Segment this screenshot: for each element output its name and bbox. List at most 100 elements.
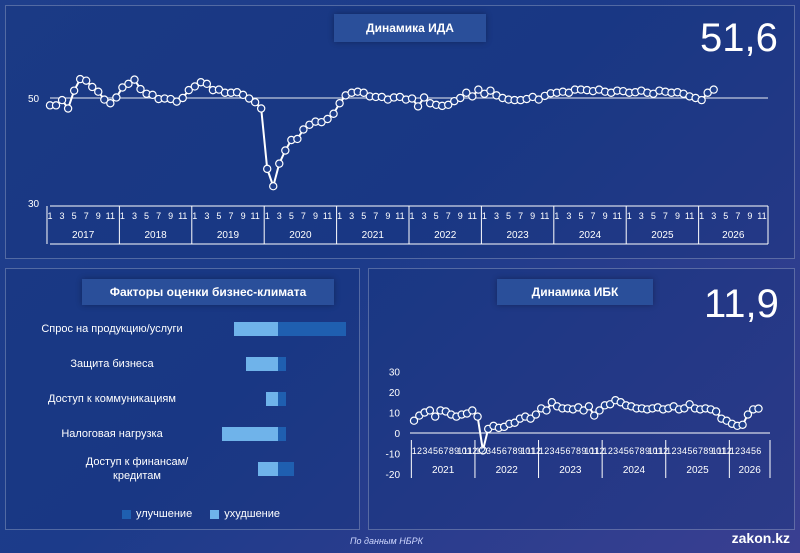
ida-data-point bbox=[106, 99, 115, 108]
ibk-year-label: 2022 bbox=[496, 465, 519, 476]
ida-month-tick-label: 9 bbox=[530, 211, 535, 221]
ibk-month-tick-label: 11 bbox=[590, 446, 599, 456]
ibk-month-tick-label: 4 bbox=[491, 446, 496, 456]
ida-data-point bbox=[281, 146, 290, 155]
ida-month-tick-label: 1 bbox=[120, 211, 125, 221]
ibk-month-tick-label: 1 bbox=[412, 446, 417, 456]
ida-month-tick-label: 3 bbox=[277, 211, 282, 221]
ibk-year-label: 2025 bbox=[686, 465, 709, 476]
ida-data-point bbox=[244, 94, 254, 103]
ibk-month-tick-label: 2 bbox=[671, 446, 676, 456]
ida-data-point bbox=[335, 99, 344, 108]
ida-month-tick-label: 3 bbox=[711, 211, 716, 221]
ida-year-label: 2023 bbox=[506, 230, 529, 241]
ida-month-tick-label: 9 bbox=[168, 211, 173, 221]
ida-month-tick-label: 1 bbox=[265, 211, 270, 221]
ida-data-point bbox=[94, 87, 103, 96]
ibk-year-label: 2021 bbox=[432, 465, 455, 476]
ibk-month-tick-label: 10 bbox=[648, 446, 658, 456]
ida-data-point bbox=[184, 85, 193, 95]
ibk-ytick-label: -20 bbox=[386, 470, 401, 481]
ibk-month-tick-label: 10 bbox=[584, 446, 594, 456]
ida-data-point bbox=[136, 84, 145, 94]
ibk-panel bbox=[368, 268, 795, 530]
legend-improve-swatch bbox=[122, 509, 131, 519]
ibk-month-tick-label: 8 bbox=[703, 446, 708, 456]
legend-worse-label: ухудшение bbox=[224, 508, 281, 520]
ida-month-tick-label: 5 bbox=[289, 211, 294, 221]
ida-data-point bbox=[456, 93, 465, 103]
ibk-month-tick-label: 5 bbox=[687, 446, 692, 456]
ibk-ytick-label: 30 bbox=[389, 368, 401, 379]
ibk-month-tick-label: 5 bbox=[751, 446, 756, 456]
ida-month-tick-label: 11 bbox=[250, 211, 259, 221]
ida-month-tick-label: 9 bbox=[675, 211, 680, 221]
ibk-month-tick-label: 6 bbox=[565, 446, 570, 456]
ibk-data-point bbox=[743, 410, 753, 419]
factor-bar-worse bbox=[258, 462, 278, 476]
factor-category-label: Доступ к коммуникациям bbox=[48, 393, 176, 405]
ida-data-point bbox=[238, 90, 248, 100]
ida-data-point bbox=[178, 93, 187, 103]
ida-data-point bbox=[275, 159, 284, 168]
ibk-data-point bbox=[590, 411, 599, 420]
factor-category-label: Спрос на продукцию/услуги bbox=[41, 323, 183, 335]
ibk-month-tick-label: 1 bbox=[730, 446, 735, 456]
ida-month-tick-label: 5 bbox=[216, 211, 221, 221]
ida-month-tick-label: 3 bbox=[422, 211, 427, 221]
ida-data-point bbox=[486, 86, 495, 95]
ida-month-tick-label: 11 bbox=[685, 211, 694, 221]
ida-month-tick-label: 5 bbox=[506, 211, 511, 221]
ibk-month-tick-label: 8 bbox=[576, 446, 581, 456]
ibk-month-tick-label: 4 bbox=[428, 446, 433, 456]
ibk-month-tick-label: 6 bbox=[693, 446, 698, 456]
ida-data-point bbox=[100, 95, 109, 104]
ibk-month-tick-label: 7 bbox=[698, 446, 703, 456]
ida-month-tick-label: 5 bbox=[651, 211, 656, 221]
ida-data-point bbox=[256, 104, 266, 113]
ibk-month-tick-label: 4 bbox=[555, 446, 560, 456]
ibk-month-tick-label: 8 bbox=[640, 446, 645, 456]
ida-data-point bbox=[250, 97, 260, 107]
ida-month-tick-label: 5 bbox=[723, 211, 728, 221]
ibk-month-tick-label: 4 bbox=[618, 446, 623, 456]
ibk-ytick-label: 10 bbox=[389, 409, 401, 420]
ibk-data-point bbox=[738, 420, 747, 429]
ibk-title: Динамика ИБК bbox=[497, 279, 653, 305]
ida-month-tick-label: 7 bbox=[446, 211, 451, 221]
ibk-year-label: 2026 bbox=[739, 465, 762, 476]
ibk-data-point bbox=[468, 406, 477, 415]
ibk-ytick-label: 20 bbox=[389, 388, 401, 399]
ida-data-point bbox=[57, 95, 67, 105]
ibk-month-tick-label: 3 bbox=[740, 446, 745, 456]
ida-year-label: 2025 bbox=[651, 230, 674, 241]
ibk-month-tick-label: 1 bbox=[539, 446, 544, 456]
ida-year-label: 2022 bbox=[434, 230, 457, 241]
ida-month-tick-label: 7 bbox=[591, 211, 596, 221]
ibk-month-tick-label: 9 bbox=[709, 446, 714, 456]
ibk-month-tick-label: 2 bbox=[608, 446, 613, 456]
ibk-month-tick-label: 10 bbox=[712, 446, 722, 456]
ida-month-tick-label: 11 bbox=[612, 211, 621, 221]
ida-month-tick-label: 3 bbox=[60, 211, 65, 221]
ida-ytick-label: 30 bbox=[28, 199, 40, 210]
ida-year-label: 2026 bbox=[722, 230, 745, 241]
ibk-month-tick-label: 2 bbox=[735, 446, 740, 456]
ida-month-tick-label: 9 bbox=[96, 211, 101, 221]
ida-month-tick-label: 5 bbox=[434, 211, 439, 221]
ibk-year-label: 2023 bbox=[559, 465, 582, 476]
ibk-month-tick-label: 2 bbox=[481, 446, 486, 456]
ibk-month-tick-label: 11 bbox=[654, 446, 663, 456]
ibk-data-point bbox=[531, 410, 541, 419]
factor-bar-improve bbox=[278, 322, 346, 336]
ida-data-point bbox=[148, 90, 157, 100]
ida-data-point bbox=[407, 94, 417, 103]
ida-month-tick-label: 1 bbox=[192, 211, 197, 221]
ibk-year-label: 2024 bbox=[623, 465, 646, 476]
ibk-data-point bbox=[542, 406, 551, 415]
factor-bar-improve bbox=[278, 392, 286, 406]
ida-data-point bbox=[419, 93, 429, 102]
ida-month-tick-label: 11 bbox=[468, 211, 477, 221]
